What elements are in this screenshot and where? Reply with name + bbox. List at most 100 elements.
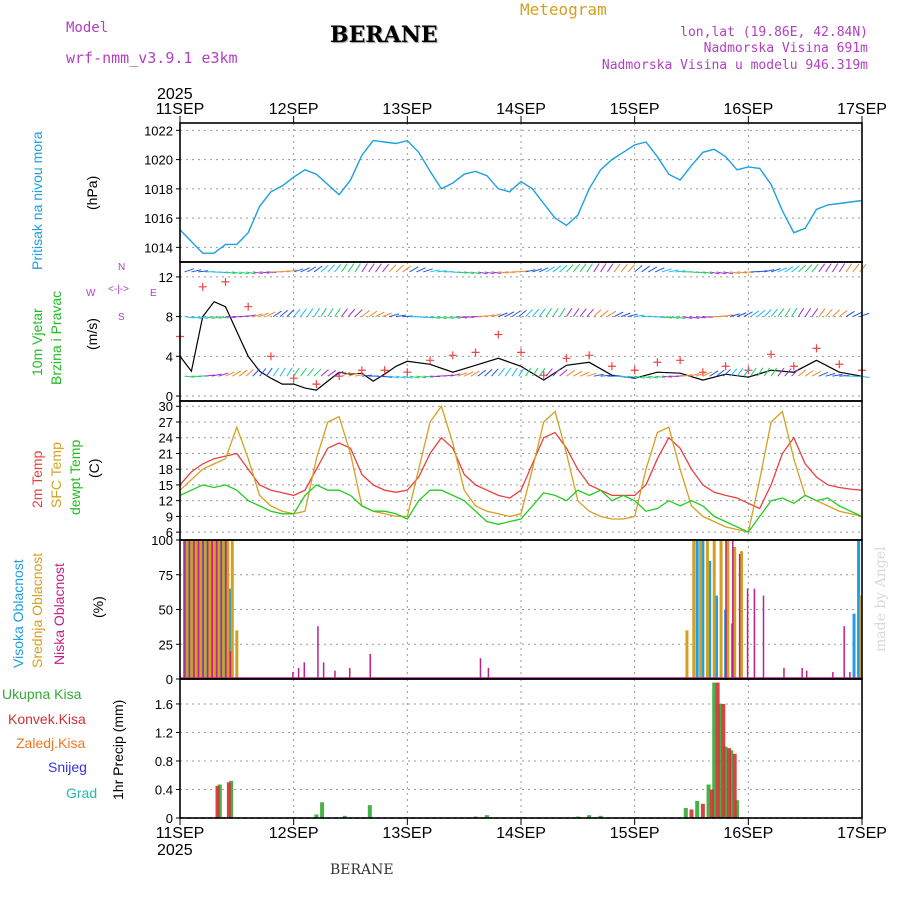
wind-arrow-2-76 bbox=[265, 367, 273, 377]
wind-gust-mark-22 bbox=[676, 356, 685, 365]
wind-arrow-1-268 bbox=[484, 314, 495, 318]
wind-arrow-0-484 bbox=[730, 271, 741, 274]
wind-arrow-2-454 bbox=[695, 372, 706, 377]
cloud-bar-0-18 bbox=[852, 613, 856, 679]
wind-arrow-2-4 bbox=[184, 375, 195, 378]
meteogram-title: Meteogram bbox=[520, 0, 607, 19]
wind-arrow-2-94 bbox=[286, 367, 293, 377]
wind-arrow-0-598 bbox=[859, 263, 867, 273]
precip-bar-0-10 bbox=[598, 815, 603, 818]
ytick-label-4-3: 1.2 bbox=[155, 725, 173, 740]
wind-arrow-2-544 bbox=[798, 369, 807, 377]
precip-bar-0-4 bbox=[342, 815, 347, 818]
xlabel-top-4: 15SEP bbox=[610, 101, 660, 118]
wind-gust-mark-27 bbox=[789, 362, 798, 371]
wind-arrow-0-340 bbox=[566, 264, 574, 273]
wind-arrow-2-250 bbox=[463, 371, 474, 377]
wind-arrow-1-142 bbox=[341, 308, 348, 317]
precip-bar-0-17 bbox=[729, 750, 734, 818]
cloud-bar-2-32 bbox=[849, 672, 851, 679]
wind-arrow-0-538 bbox=[791, 265, 800, 273]
cloud-bar-2-26 bbox=[762, 595, 765, 679]
wind-arrow-1-178 bbox=[382, 312, 392, 318]
wind-arrow-1-232 bbox=[443, 316, 454, 320]
wind-arrow-1-430 bbox=[668, 316, 679, 319]
wind-arrow-0-10 bbox=[191, 269, 202, 273]
wind-arrow-2-286 bbox=[504, 367, 512, 377]
wind-arrow-0-202 bbox=[409, 266, 419, 273]
wind-arrow-2-292 bbox=[511, 367, 518, 377]
xlabel-bottom-2: 13SEP bbox=[382, 825, 432, 842]
precip-bar-1-4 bbox=[709, 789, 714, 818]
wind-arrow-0-298 bbox=[518, 270, 529, 273]
wind-arrow-2-268 bbox=[484, 369, 493, 377]
wind-arrow-0-304 bbox=[525, 269, 536, 273]
wind-arrow-0-4 bbox=[184, 268, 195, 273]
cloud-bar-2-2 bbox=[193, 540, 195, 679]
cloud-bar-2-12 bbox=[297, 667, 300, 679]
ytick-label-0-3: 1020 bbox=[144, 153, 173, 168]
wind-arrow-2-88 bbox=[279, 367, 286, 377]
wind-arrow-0-394 bbox=[627, 264, 636, 273]
ytick-label-1-1: 4 bbox=[166, 349, 173, 364]
precip-snow-label: Snijeg bbox=[48, 759, 87, 775]
wind-arrow-1-340 bbox=[566, 307, 573, 317]
wind-arrow-0-316 bbox=[538, 267, 549, 273]
wind-arrow-2-34 bbox=[218, 372, 229, 377]
precip-bar-0-11 bbox=[683, 808, 688, 818]
wind-arrow-1-250 bbox=[464, 316, 475, 318]
wind-arrow-1-316 bbox=[538, 308, 546, 317]
wind-arrow-0-520 bbox=[770, 268, 781, 273]
wind-arrow-2-526 bbox=[777, 367, 785, 377]
cloud-bar-2-22 bbox=[732, 540, 734, 679]
ytick-label-2-5: 21 bbox=[159, 446, 173, 461]
wind-arrow-1-34 bbox=[218, 316, 229, 319]
cloud-bar-1-16 bbox=[712, 540, 716, 679]
wind-arrow-1-274 bbox=[491, 313, 502, 318]
wind-arrow-1-166 bbox=[368, 310, 378, 318]
wind-arrow-0-472 bbox=[716, 271, 727, 275]
wind-arrow-2-520 bbox=[770, 367, 778, 377]
cloud-bar-2-13 bbox=[303, 662, 306, 679]
wind-arrow-1-220 bbox=[429, 316, 440, 319]
pressure-line bbox=[180, 139, 862, 254]
cloud-bar-1-5 bbox=[208, 540, 212, 679]
wind-arrow-1-598 bbox=[859, 312, 870, 318]
panel-frame-1 bbox=[179, 261, 863, 402]
cloud-bar-2-28 bbox=[801, 667, 803, 679]
wind-arrow-1-592 bbox=[852, 311, 863, 318]
wind-arrow-0-154 bbox=[354, 263, 361, 273]
precip-bar-0-14 bbox=[712, 682, 717, 818]
wind-arrow-0-178 bbox=[381, 263, 390, 273]
xlabel-top-1: 12SEP bbox=[269, 101, 319, 118]
wind-arrow-2-562 bbox=[818, 371, 829, 377]
wind-arrow-0-454 bbox=[695, 271, 707, 274]
wind-compass-icon: <-|-> bbox=[108, 284, 129, 295]
wind-arrow-0-364 bbox=[593, 263, 600, 273]
xlabel-top-2: 13SEP bbox=[382, 101, 432, 118]
wind-arrow-0-52 bbox=[239, 271, 250, 275]
wind-arrow-0-34 bbox=[218, 271, 229, 274]
wind-arrow-2-256 bbox=[470, 370, 480, 377]
wind-arrow-1-190 bbox=[395, 314, 406, 318]
wind-arrow-1-334 bbox=[559, 307, 566, 317]
wind-arrow-1-100 bbox=[293, 308, 301, 317]
wind-gust-mark-26 bbox=[767, 350, 776, 359]
wind-arrow-0-328 bbox=[552, 265, 562, 273]
wind-gust-mark-11 bbox=[426, 356, 435, 365]
wind-arrow-1-226 bbox=[436, 316, 447, 320]
wind-arrow-2-154 bbox=[354, 373, 365, 377]
wind-arrow-0-166 bbox=[368, 263, 375, 273]
xlabel-bottom-4: 15SEP bbox=[610, 825, 660, 842]
wind-arrow-0-136 bbox=[334, 263, 342, 273]
wind-arrow-2-394 bbox=[627, 375, 638, 379]
wind-arrow-0-112 bbox=[307, 266, 317, 273]
model-name: wrf-nmm_v3.9.1 e3km bbox=[66, 49, 238, 67]
wind-arrow-2-514 bbox=[763, 367, 771, 377]
xlabel-top-3: 14SEP bbox=[496, 101, 546, 118]
cloud-bar-2-15 bbox=[322, 662, 325, 679]
ytick-label-3-1: 25 bbox=[159, 637, 173, 652]
cloud-bar-1-15 bbox=[705, 540, 709, 679]
cloud-bar-1-7 bbox=[217, 540, 221, 679]
wind-arrow-2-322 bbox=[545, 368, 553, 377]
